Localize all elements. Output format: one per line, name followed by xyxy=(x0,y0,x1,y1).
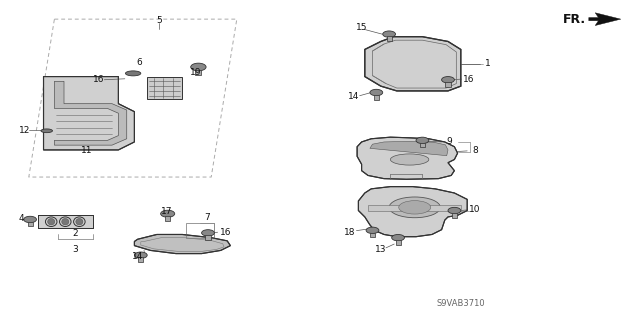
Text: 18: 18 xyxy=(344,228,356,237)
Ellipse shape xyxy=(74,217,85,226)
Ellipse shape xyxy=(390,154,429,165)
Text: 15: 15 xyxy=(356,23,367,32)
Ellipse shape xyxy=(399,201,431,214)
Text: 2: 2 xyxy=(72,229,77,238)
Bar xyxy=(387,36,392,41)
Polygon shape xyxy=(54,81,127,145)
Circle shape xyxy=(416,137,429,144)
Bar xyxy=(452,213,457,218)
Bar xyxy=(445,82,451,87)
Bar xyxy=(205,235,211,240)
Polygon shape xyxy=(134,234,230,254)
Text: 4: 4 xyxy=(19,214,24,223)
Circle shape xyxy=(383,31,396,37)
Circle shape xyxy=(134,252,147,258)
Bar xyxy=(370,233,375,237)
Circle shape xyxy=(366,227,379,234)
Text: 19: 19 xyxy=(190,68,202,77)
Circle shape xyxy=(161,210,175,217)
Bar xyxy=(147,77,182,99)
Ellipse shape xyxy=(48,219,55,225)
Polygon shape xyxy=(38,215,93,228)
Polygon shape xyxy=(44,77,134,150)
Circle shape xyxy=(392,234,404,241)
Text: 8: 8 xyxy=(472,146,477,155)
Bar xyxy=(374,95,379,100)
Text: 5: 5 xyxy=(156,16,161,25)
Text: 14: 14 xyxy=(132,252,143,261)
Bar xyxy=(138,257,143,262)
Polygon shape xyxy=(365,37,461,91)
Polygon shape xyxy=(589,13,621,26)
Text: S9VAB3710: S9VAB3710 xyxy=(436,299,485,308)
Bar xyxy=(195,70,202,75)
Text: 14: 14 xyxy=(348,92,360,101)
Polygon shape xyxy=(368,205,461,211)
Text: 13: 13 xyxy=(375,245,387,254)
Text: 12: 12 xyxy=(19,126,30,135)
Text: 16: 16 xyxy=(220,228,231,237)
Text: 6: 6 xyxy=(137,58,142,67)
Bar xyxy=(420,143,425,147)
Polygon shape xyxy=(370,141,448,156)
Circle shape xyxy=(442,77,454,83)
Text: 16: 16 xyxy=(93,75,105,84)
Text: 10: 10 xyxy=(469,205,481,214)
Circle shape xyxy=(191,63,206,71)
Ellipse shape xyxy=(76,219,83,225)
Ellipse shape xyxy=(45,217,57,226)
Bar xyxy=(396,240,401,245)
Bar xyxy=(165,216,170,221)
Text: 1: 1 xyxy=(485,59,490,68)
Text: 3: 3 xyxy=(72,245,77,254)
Ellipse shape xyxy=(61,219,69,225)
Text: 11: 11 xyxy=(81,146,92,155)
Bar xyxy=(186,223,214,238)
Circle shape xyxy=(448,207,461,214)
Ellipse shape xyxy=(125,71,141,76)
Circle shape xyxy=(370,89,383,96)
Polygon shape xyxy=(358,187,467,237)
Text: 9: 9 xyxy=(447,137,452,146)
Circle shape xyxy=(24,216,36,223)
Circle shape xyxy=(202,230,214,236)
Bar xyxy=(28,222,33,226)
Polygon shape xyxy=(357,137,458,179)
Text: 16: 16 xyxy=(463,75,475,84)
Text: 17: 17 xyxy=(161,207,173,216)
Text: FR.: FR. xyxy=(563,13,586,26)
Ellipse shape xyxy=(41,129,52,133)
Text: 7: 7 xyxy=(204,213,209,222)
Ellipse shape xyxy=(389,197,440,218)
Ellipse shape xyxy=(60,217,71,226)
